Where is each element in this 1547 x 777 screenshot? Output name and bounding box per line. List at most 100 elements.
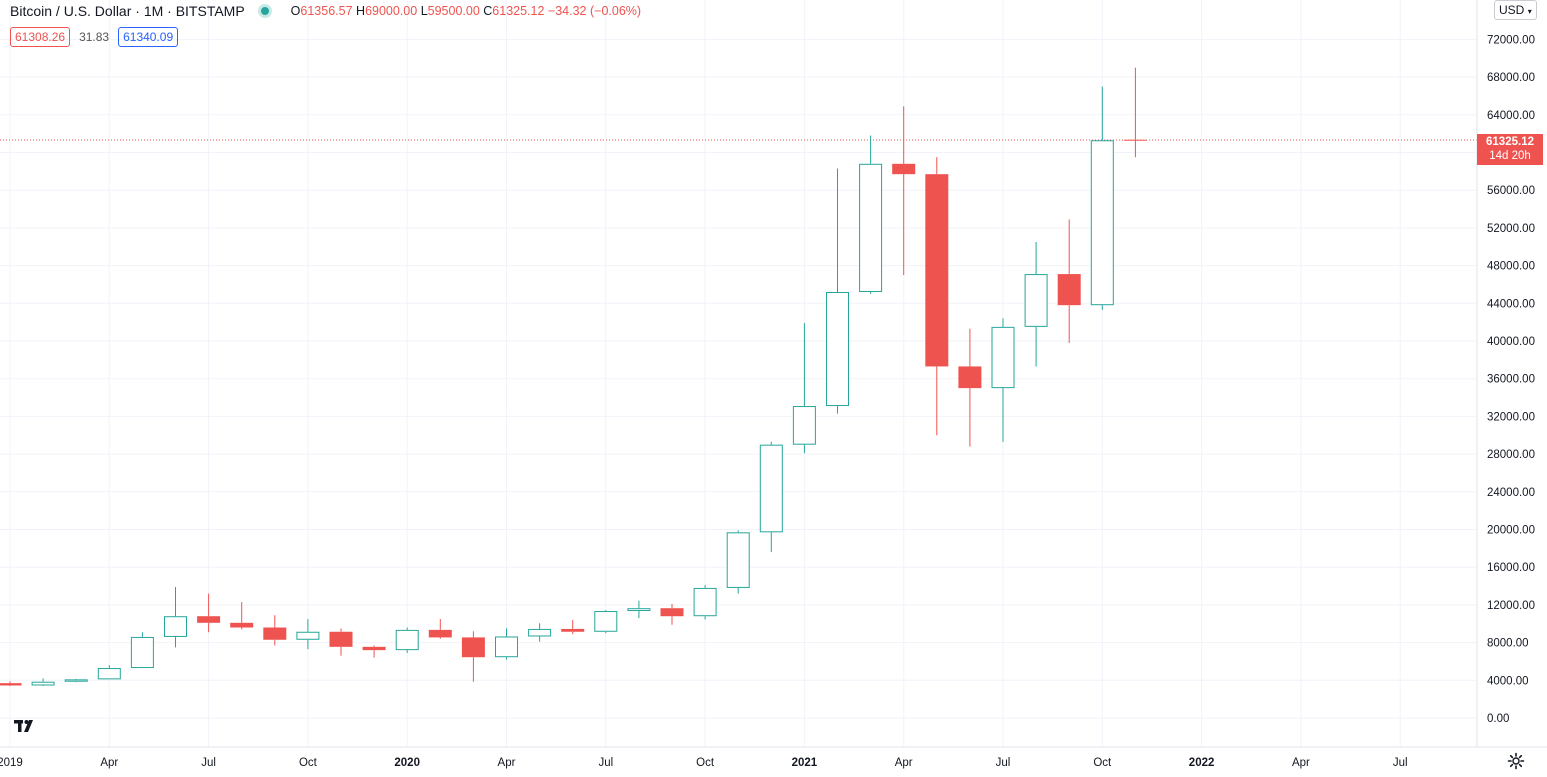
price-axis-label: 56000.00 <box>1487 185 1535 197</box>
high-label: H <box>356 4 366 18</box>
candle-body-down <box>1057 274 1081 306</box>
change-value: −34.32 (−0.06%) <box>547 4 642 18</box>
currency-button[interactable]: USD ▾ <box>1494 0 1537 20</box>
time-axis-label: Apr <box>1292 757 1310 769</box>
candle-body-up <box>826 291 849 407</box>
time-axis-label: Jul <box>598 757 613 769</box>
candle-body-down <box>197 616 221 623</box>
time-axis-label: 2020 <box>394 757 420 769</box>
candle <box>958 328 982 447</box>
candle <box>594 610 618 634</box>
candle-body-up <box>627 608 651 612</box>
price-axis-label: 8000.00 <box>1487 638 1529 650</box>
candle <box>792 323 816 454</box>
candle-body-up <box>495 636 518 658</box>
price-axis-label: 36000.00 <box>1487 374 1535 386</box>
spread-value: 31.83 <box>79 30 110 44</box>
candle-body-up <box>726 532 750 588</box>
time-axis-label: 2021 <box>792 757 818 769</box>
ohlc-values: O61356.57 H69000.00 L59500.00 C61325.12 … <box>291 4 641 18</box>
price-axis-label: 32000.00 <box>1487 411 1535 423</box>
candle-body-down <box>263 627 287 640</box>
buy-price-button[interactable]: 61340.09 <box>118 27 179 47</box>
candle-body-down <box>925 174 949 367</box>
candle <box>1057 219 1081 343</box>
candle-body-up <box>296 631 320 640</box>
candle-body-down <box>958 366 982 389</box>
candle <box>31 678 55 686</box>
time-axis-label: Oct <box>696 757 715 769</box>
candle-body-up <box>759 444 783 533</box>
candle <box>660 603 684 625</box>
candle <box>693 585 717 620</box>
grid-lines <box>0 0 1477 747</box>
tradingview-logo-icon[interactable] <box>12 714 40 738</box>
candle <box>528 623 552 642</box>
high-value: 69000.00 <box>365 4 418 18</box>
candle-body-up <box>859 163 883 292</box>
candle <box>329 628 353 656</box>
candle-body-up <box>164 616 187 637</box>
candle <box>428 619 452 639</box>
candle-body-down <box>892 163 916 175</box>
candle <box>627 600 651 619</box>
candle <box>1123 67 1147 158</box>
candle-body-up <box>528 628 552 637</box>
candle <box>859 135 883 294</box>
candle <box>1090 86 1114 310</box>
symbol-legend: Bitcoin / U.S. Dollar · 1M · BITSTAMP O6… <box>10 3 641 19</box>
chevron-down-icon: ▾ <box>1527 7 1532 16</box>
open-label: O <box>290 4 301 18</box>
candle-body-down <box>230 622 254 628</box>
candle-body-down <box>428 629 452 638</box>
candle-body-up <box>64 679 88 682</box>
candle <box>64 678 88 683</box>
bid-ask-tags: 61308.26 31.83 61340.09 <box>10 27 179 47</box>
last-price-value: 61325.12 <box>1486 136 1534 148</box>
low-label: L <box>420 4 428 18</box>
price-axis-label: 24000.00 <box>1487 487 1535 499</box>
gear-icon[interactable] <box>1507 752 1525 770</box>
price-axis-label: 52000.00 <box>1487 223 1535 235</box>
candle-body-down <box>561 628 585 632</box>
close-label: C <box>483 4 493 18</box>
candle <box>892 106 916 276</box>
sell-price-button[interactable]: 61308.26 <box>10 27 71 47</box>
candle-body-up <box>130 636 154 669</box>
candle-body-down <box>329 631 353 647</box>
time-axis-label: Oct <box>1093 757 1112 769</box>
price-axis-label: 0.00 <box>1487 713 1509 725</box>
time-axis-label: Apr <box>895 757 913 769</box>
candle <box>925 157 949 436</box>
open-value: 61356.57 <box>300 4 353 18</box>
currency-label: USD <box>1499 3 1525 17</box>
candle <box>759 441 783 553</box>
candle-body-down <box>461 637 485 658</box>
last-price-label: 61325.12 14d 20h <box>1477 134 1543 165</box>
candle-body-up <box>792 406 816 445</box>
candle <box>461 631 485 682</box>
symbol-title[interactable]: Bitcoin / U.S. Dollar · 1M · BITSTAMP <box>10 3 245 19</box>
candle-body-up <box>97 668 121 680</box>
candle <box>130 632 154 669</box>
close-value: 61325.12 <box>492 4 545 18</box>
price-axis-label: 16000.00 <box>1487 562 1535 574</box>
candle <box>561 619 585 635</box>
candle-body-up <box>693 587 717 617</box>
candle <box>263 615 287 646</box>
candle <box>826 168 849 414</box>
price-axis-label: 44000.00 <box>1487 298 1535 310</box>
candle-body-up <box>31 681 55 686</box>
candle-body-up <box>991 326 1015 389</box>
time-axis-label: Apr <box>100 757 118 769</box>
time-axis-label: Jul <box>996 757 1011 769</box>
candle <box>164 586 187 648</box>
price-axis-label: 48000.00 <box>1487 261 1535 273</box>
time-axis-label: Jul <box>201 757 216 769</box>
candle <box>395 627 419 653</box>
time-axis[interactable]: 2019 Apr Jul Oct 2020 Apr Jul Oct 2021 Apr Jul Oct 2… <box>0 757 1408 769</box>
candle <box>991 318 1015 442</box>
price-axis-label: 40000.00 <box>1487 336 1535 348</box>
candle-body-up <box>1024 274 1048 327</box>
